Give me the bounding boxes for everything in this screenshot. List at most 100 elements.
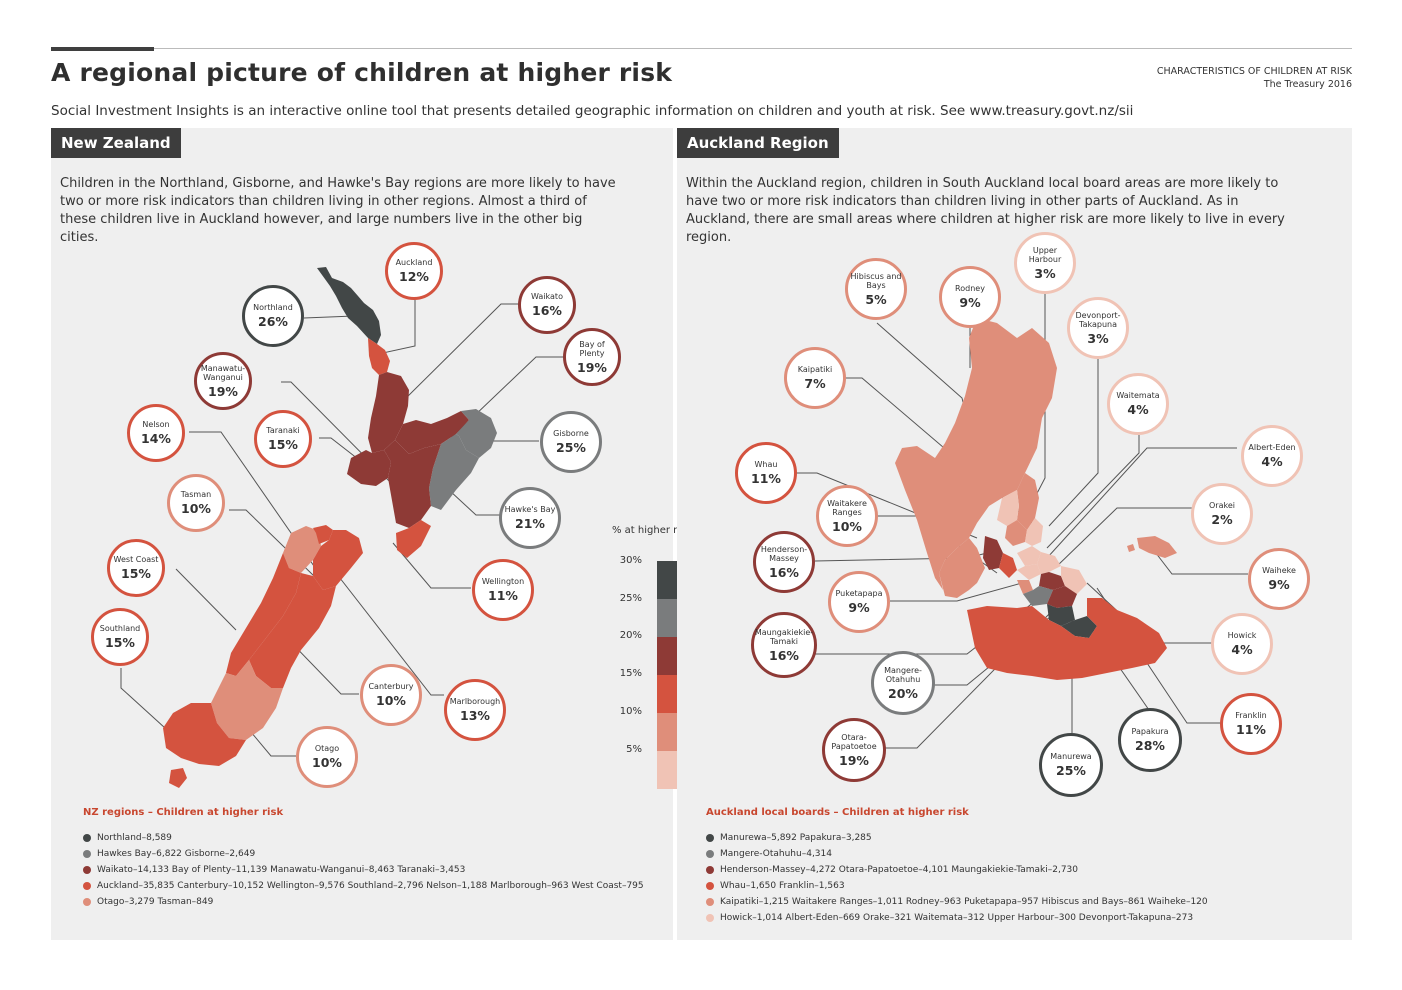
- callout-puketapapa: Puketapapa 9%: [828, 571, 890, 633]
- callout-otago: Otago 10%: [296, 726, 358, 788]
- callout-waiheke-pct: 9%: [1268, 577, 1290, 592]
- callout-auckland-pct: 12%: [399, 269, 429, 284]
- nz-legend-row: Waikato–14,133 Bay of Plenty–11,139 Mana…: [83, 862, 644, 878]
- callout-tasman-name: Tasman: [180, 490, 212, 499]
- auckland-legend-row: Whau–1,650 Franklin–1,563: [706, 878, 1208, 894]
- callout-albert-eden: Albert-Eden 4%: [1241, 425, 1303, 487]
- legend-dot-10-15: [83, 882, 91, 890]
- callout-maungakiekie-tamaki-pct: 16%: [769, 647, 799, 663]
- callout-hibiscus-and-bays: Hibiscus and Bays 5%: [845, 258, 907, 320]
- northland-region: [317, 267, 381, 344]
- page-subtitle: Social Investment Insights is an interac…: [51, 103, 1134, 119]
- callout-franklin-name: Franklin: [1235, 711, 1267, 720]
- callout-manawatu-wanganui-pct: 19%: [208, 383, 238, 399]
- callout-northland-pct: 26%: [258, 314, 288, 329]
- auckland-panel-text: Within the Auckland region, children in …: [686, 176, 1285, 245]
- auckland-legend-row-text: Whau–1,650 Franklin–1,563: [720, 881, 845, 891]
- auckland-region: [368, 338, 390, 375]
- whau-area: [999, 553, 1017, 578]
- leader-waikato: [400, 303, 519, 404]
- callout-auckland-name: Auckland: [395, 258, 433, 267]
- leader-waitemata: [1046, 435, 1140, 549]
- callout-hawkes-bay: Hawke's Bay 21%: [499, 487, 561, 549]
- auckland-legend-title: Auckland local boards – Children at high…: [706, 807, 969, 818]
- nz-panel-header: New Zealand: [51, 128, 181, 158]
- scale-tick-30: 30%: [619, 555, 642, 566]
- callout-waitemata-name: Waitemata: [1116, 391, 1160, 400]
- callout-taranaki-pct: 15%: [268, 437, 298, 452]
- manawatu-wanganui-region: [384, 440, 441, 528]
- auckland-legend-row-text: Howick–1,014 Albert-Eden–669 Orake–321 W…: [720, 913, 1194, 923]
- callout-wellington-pct: 11%: [488, 588, 518, 603]
- canterbury-region: [249, 573, 336, 688]
- callout-canterbury-name: Canterbury: [368, 682, 414, 691]
- scale-tick-20: 20%: [619, 630, 642, 641]
- callout-taranaki-name: Taranaki: [266, 426, 300, 435]
- auckland-panel-header: Auckland Region: [677, 128, 839, 158]
- callout-rodney-pct: 9%: [959, 295, 981, 310]
- callout-manawatu-wanganui-name: Manawatu-Wanganui: [200, 363, 246, 382]
- callout-southland: Southland 15%: [91, 608, 149, 666]
- callout-otara-papatoetoe: Otara-Papatoetoe 19%: [822, 718, 886, 782]
- callout-marlborough-name: Marlborough: [449, 697, 501, 706]
- legend-dot-25-30: [83, 834, 91, 842]
- callout-kaipatiki-pct: 7%: [804, 376, 826, 391]
- source-credit: CHARACTERISTICS OF CHILDREN AT RISK The …: [1157, 65, 1352, 91]
- callout-canterbury-pct: 10%: [376, 693, 406, 708]
- otara-papatoetoe-area: [1047, 586, 1077, 608]
- callout-bay-of-plenty-pct: 19%: [577, 359, 607, 375]
- papakura-area: [1061, 616, 1097, 638]
- callout-marlborough-pct: 13%: [460, 708, 490, 723]
- callout-gisborne: Gisborne 25%: [540, 411, 602, 473]
- callout-tasman: Tasman 10%: [167, 474, 225, 532]
- callout-waiheke: Waiheke 9%: [1248, 548, 1310, 610]
- callout-manurewa-name: Manurewa: [1050, 752, 1092, 761]
- callout-southland-pct: 15%: [105, 635, 135, 650]
- legend-dot-25-30: [706, 834, 714, 842]
- callout-otara-papatoetoe-name: Otara-Papatoetoe: [831, 732, 877, 751]
- callout-waiheke-name: Waiheke: [1262, 566, 1296, 575]
- callout-franklin: Franklin 11%: [1220, 693, 1282, 755]
- waiheke-islet: [1127, 544, 1135, 552]
- callout-gisborne-pct: 25%: [556, 440, 586, 455]
- auckland-legend-title-a: Auckland local boards: [706, 807, 831, 818]
- nz-legend-row-text: Otago–3,279 Tasman–849: [97, 897, 214, 907]
- waitemata-area: [1017, 546, 1041, 566]
- page-title: A regional picture of children at higher…: [51, 58, 673, 87]
- callout-hibiscus-and-bays-name: Hibiscus and Bays: [850, 271, 902, 290]
- callout-puketapapa-name: Puketapapa: [835, 589, 883, 598]
- callout-kaipatiki: Kaipatiki 7%: [784, 347, 846, 409]
- scale-tick-10: 10%: [619, 706, 642, 717]
- callout-howick-name: Howick: [1227, 631, 1257, 640]
- leader-puketapapa: [890, 582, 1023, 602]
- callout-upper-harbour: Upper Harbour 3%: [1014, 232, 1076, 294]
- auckland-legend-row-text: Henderson-Massey–4,272 Otara-Papatoetoe–…: [720, 865, 1079, 875]
- auckland-legend-row: Mangere-Otahuhu–4,314: [706, 846, 1208, 862]
- henderson-massey-area: [983, 536, 1003, 570]
- leader-southland: [120, 668, 177, 739]
- callout-maungakiekie-tamaki: Maungakiekie-Tamaki 16%: [751, 612, 817, 678]
- scale-tick-5: 5%: [626, 744, 642, 755]
- southland-region: [163, 703, 246, 766]
- callout-hawkes-bay-name: Hawke's Bay: [504, 505, 556, 514]
- callout-waikato-pct: 16%: [532, 303, 562, 318]
- callout-waikato-name: Waikato: [531, 292, 563, 301]
- callout-whau-name: Whau: [754, 460, 778, 469]
- legend-dot-20-25: [83, 850, 91, 858]
- callout-hibiscus-and-bays-pct: 5%: [865, 291, 887, 307]
- callout-northland-name: Northland: [253, 303, 293, 312]
- title-rule-thick: [51, 47, 154, 51]
- callout-papakura: Papakura 28%: [1118, 708, 1182, 772]
- callout-papakura-pct: 28%: [1135, 738, 1165, 753]
- albert-eden-area: [1017, 564, 1041, 580]
- callout-marlborough: Marlborough 13%: [444, 679, 506, 741]
- leader-orakei: [1054, 507, 1193, 569]
- auckland-panel: Auckland Region Within the Auckland regi…: [677, 128, 1352, 940]
- callout-northland: Northland 26%: [242, 285, 304, 347]
- callout-manawatu-wanganui: Manawatu-Wanganui 19%: [194, 352, 252, 410]
- maungakiekie-tamaki-area: [1039, 572, 1065, 590]
- callout-auckland: Auckland 12%: [385, 242, 443, 300]
- callout-otago-pct: 10%: [312, 755, 342, 770]
- puketapapa-area: [1017, 580, 1033, 594]
- callout-bay-of-plenty: Bay of Plenty 19%: [563, 328, 621, 386]
